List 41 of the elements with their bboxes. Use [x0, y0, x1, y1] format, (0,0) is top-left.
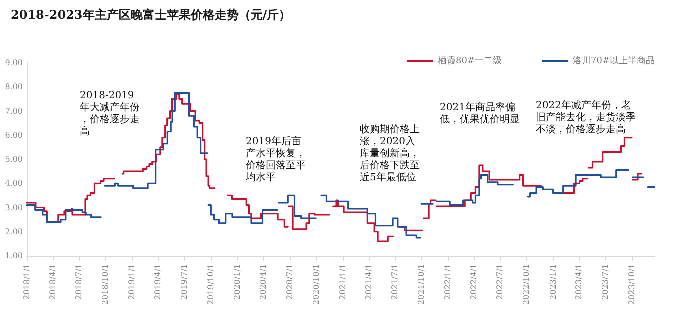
y-tick-label: 7.00 — [5, 106, 23, 116]
chart-title: 2018-2023年主产区晚富士苹果价格走势（元/斤） — [11, 8, 292, 22]
y-tick-label: 6.00 — [5, 130, 23, 140]
x-tick-label: 2019/1/1 — [128, 264, 137, 300]
x-tick-label: 2020/1/1 — [232, 264, 242, 300]
x-tick-label: 2023/10/1 — [627, 264, 636, 306]
x-tick-label: 2020/10/1 — [312, 264, 321, 306]
y-tick-label: 3.00 — [5, 203, 23, 212]
x-tick-label: 2020/4/1 — [259, 264, 268, 300]
annotation: 收购期价格上涨，2020入库量创新高，后价格下跌至近5年最低位 — [360, 124, 420, 184]
x-tick-label: 2022/10/1 — [522, 264, 532, 306]
y-tick-label: 2.00 — [5, 227, 23, 236]
x-tick-label: 2019/10/1 — [206, 264, 216, 306]
x-tick-label: 2021/4/1 — [364, 264, 374, 300]
x-tick-label: 2022/4/1 — [470, 264, 479, 300]
y-tick-label: 9.00 — [5, 58, 23, 68]
y-tick-label: 4.00 — [5, 179, 23, 188]
x-tick-label: 2018/1/1 — [22, 264, 32, 300]
x-tick-label: 2019/4/1 — [154, 264, 163, 300]
x-tick-label: 2022/7/1 — [496, 264, 505, 300]
x-tick-label: 2023/4/1 — [574, 264, 584, 300]
annotation: 2019年后亩产水平恢复，价格回落至平均水平 — [245, 136, 306, 184]
x-tick-label: 2020/7/1 — [285, 264, 294, 300]
x-tick-label: 2022/1/1 — [444, 264, 453, 300]
legend-label: 栖霞80#一二级 — [437, 56, 502, 66]
x-tick-label: 2019/7/1 — [180, 264, 189, 300]
legend-label: 洛川70#以上半商品 — [573, 56, 656, 66]
x-tick-label: 2018/4/1 — [48, 264, 58, 300]
annotation: 2021年商品率偏低，优果优价明显 — [440, 102, 520, 126]
x-tick-label: 2018/10/1 — [101, 264, 110, 306]
x-tick-label: 2021/7/1 — [390, 264, 400, 300]
annotation: 2018-2019年大减产年份，价格逐步走高 — [80, 90, 140, 138]
y-tick-label: 8.00 — [5, 82, 23, 92]
annotation: 2022年减产年份，老旧产能去化，走货淡季不淡，价格逐步走高 — [536, 100, 636, 136]
y-tick-label: 1.00 — [5, 252, 23, 260]
x-tick-label: 2021/10/1 — [417, 264, 426, 306]
x-tick-label: 2023/7/1 — [600, 264, 610, 300]
y-tick-label: 5.00 — [5, 155, 23, 164]
x-tick-label: 2021/1/1 — [338, 264, 348, 300]
x-tick-label: 2018/7/1 — [74, 264, 84, 300]
x-tick-label: 2023/1/1 — [548, 264, 558, 300]
